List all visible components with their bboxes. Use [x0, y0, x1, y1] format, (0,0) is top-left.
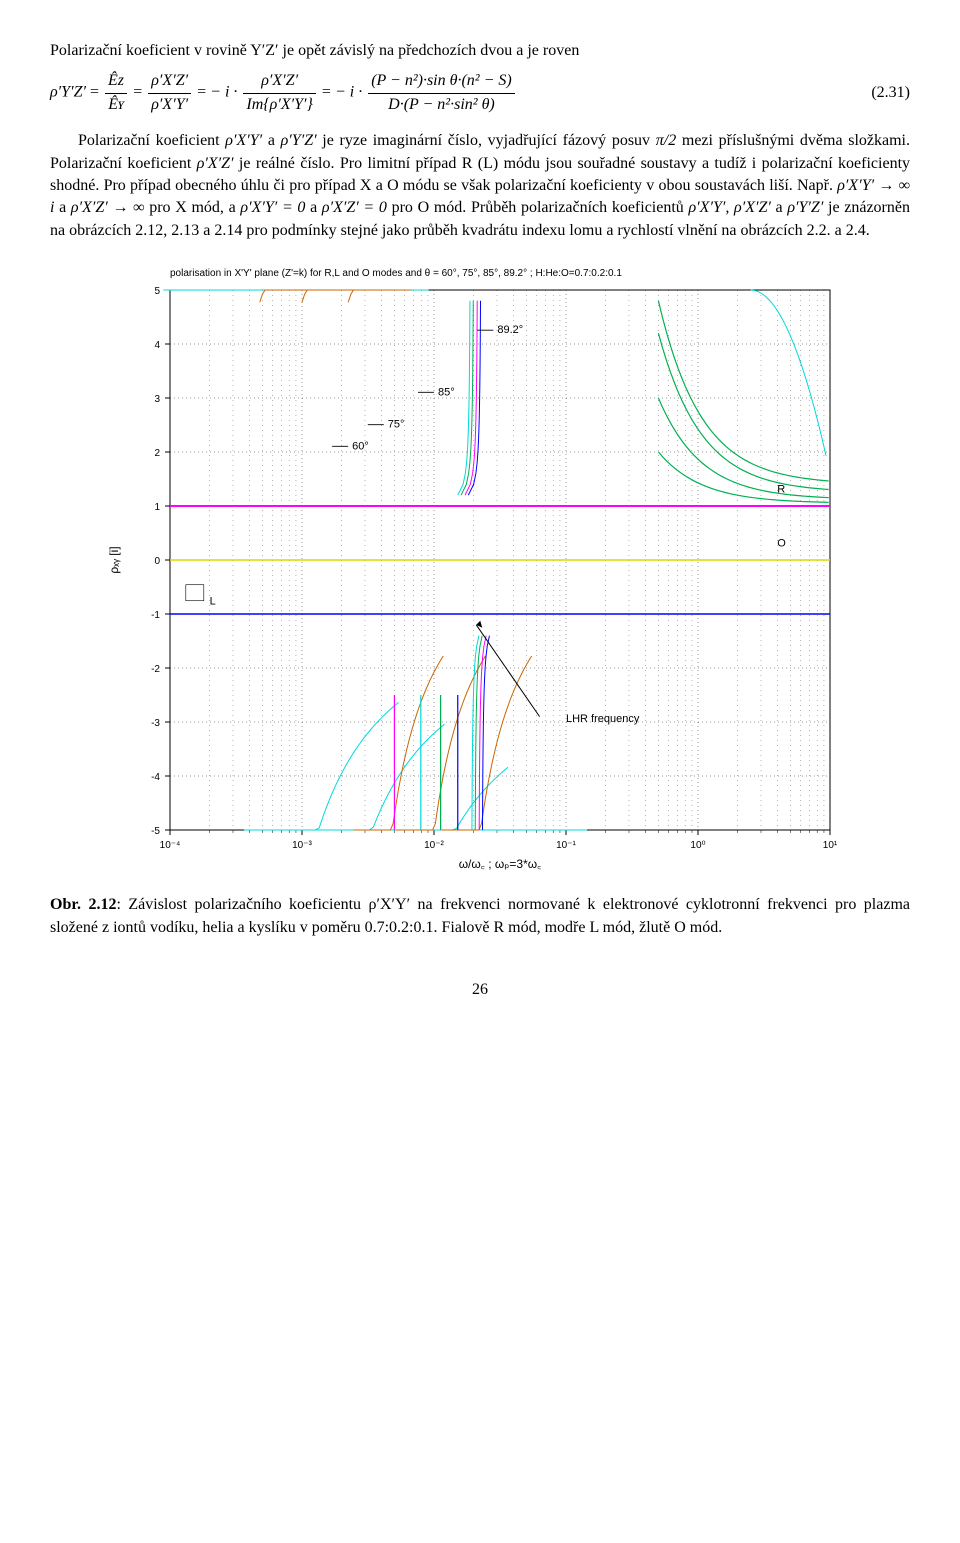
t-l2: ρ′Y′Z′: [787, 199, 823, 216]
eq-frac3: ρ′X′Z′ Im{ρ′X′Y′}: [243, 70, 316, 116]
svg-text:ρₓᵧ [i]: ρₓᵧ [i]: [107, 546, 121, 573]
eq-negi2: − i ·: [335, 84, 362, 101]
para-intro: Polarizační koeficient v rovině Y′Z′ je …: [50, 40, 910, 62]
t-z1: ρ′X′Y′ = 0: [240, 199, 305, 216]
svg-text:10⁻²: 10⁻²: [424, 840, 444, 851]
t-rhoXY: ρ′X′Y′: [225, 132, 262, 149]
t-lim2: ρ′X′Z′ → ∞: [71, 199, 145, 216]
t-p2j: a: [771, 199, 787, 216]
t-p2c: je ryze imaginární číslo, vyjadřující fá…: [317, 132, 656, 149]
equation-number: (2.31): [851, 82, 910, 104]
eq-lhs: ρ′Y′Z′: [50, 84, 86, 101]
eq-frac1: Êᴢ Êʏ: [105, 70, 127, 116]
caption-body: : Závislost polarizačního koeficientu ρ′…: [50, 896, 910, 935]
svg-text:10⁻¹: 10⁻¹: [556, 840, 576, 851]
t-pi2: π/2: [656, 132, 676, 149]
equation-row: ρ′Y′Z′ = Êᴢ Êʏ = ρ′X′Z′ ρ′X′Y′ = − i · ρ…: [50, 70, 910, 116]
t-rhoYZ: ρ′Y′Z′: [281, 132, 317, 149]
eq-frac4: (P − n²)·sin θ·(n² − S) D·(P − n²·sin² θ…: [368, 70, 515, 116]
eq-negi1: − i ·: [210, 84, 237, 101]
svg-text:60°: 60°: [352, 440, 369, 452]
svg-text:-3: -3: [151, 718, 160, 729]
svg-text:-2: -2: [151, 664, 160, 675]
svg-text:2: 2: [154, 448, 160, 459]
svg-text:75°: 75°: [388, 419, 405, 431]
eq-f2n: ρ′X′Z′: [148, 70, 191, 93]
svg-text:O: O: [777, 538, 786, 550]
t-p2i: pro O mód. Průběh polarizačních koeficie…: [387, 199, 689, 216]
svg-text:10¹: 10¹: [823, 840, 838, 851]
svg-text:ω/ω꜀ ; ωₚ=3*ω꜀: ω/ω꜀ ; ωₚ=3*ω꜀: [459, 857, 542, 871]
eq-f1n: Êᴢ: [105, 70, 127, 93]
t-p2h: a: [305, 199, 321, 216]
svg-text:-1: -1: [151, 610, 160, 621]
figure-caption: Obr. 2.12: Závislost polarizačního koefi…: [50, 894, 910, 939]
svg-text:-5: -5: [151, 826, 160, 837]
eq-f3n: ρ′X′Z′: [243, 70, 316, 93]
chart-container: polarisation in X'Y' plane (Z'=k) for R,…: [100, 260, 860, 880]
svg-text:polarisation in X'Y' plane (Z': polarisation in X'Y' plane (Z'=k) for R,…: [170, 268, 622, 279]
polarisation-chart: polarisation in X'Y' plane (Z'=k) for R,…: [100, 260, 860, 880]
svg-text:-4: -4: [151, 772, 160, 783]
t-p2a: Polarizační koeficient: [78, 132, 225, 149]
eq-f4n: (P − n²)·sin θ·(n² − S): [368, 70, 515, 93]
t-rhoXZ: ρ′X′Z′: [197, 155, 234, 172]
svg-text:4: 4: [154, 340, 160, 351]
svg-text:L: L: [210, 595, 216, 607]
svg-text:10⁻⁴: 10⁻⁴: [160, 840, 181, 851]
t-z2: ρ′X′Z′ = 0: [322, 199, 387, 216]
svg-text:3: 3: [154, 394, 160, 405]
svg-text:1: 1: [154, 502, 160, 513]
t-p2g: pro X mód, a: [145, 199, 241, 216]
eq-f2d: ρ′X′Y′: [148, 94, 191, 116]
svg-text:LHR frequency: LHR frequency: [566, 713, 640, 725]
t-p2f: a: [54, 199, 70, 216]
svg-text:10⁰: 10⁰: [690, 840, 705, 851]
eq-frac2: ρ′X′Z′ ρ′X′Y′: [148, 70, 191, 116]
eq-f3d: Im{ρ′X′Y′}: [243, 94, 316, 116]
para-main: Polarizační koeficient ρ′X′Y′ a ρ′Y′Z′ j…: [50, 130, 910, 242]
svg-text:0: 0: [154, 556, 160, 567]
svg-text:89.2°: 89.2°: [497, 324, 523, 336]
svg-text:10⁻³: 10⁻³: [292, 840, 312, 851]
svg-text:5: 5: [154, 286, 160, 297]
caption-label: Obr. 2.12: [50, 896, 116, 913]
svg-text:R: R: [777, 484, 785, 496]
eq-f4d: D·(P − n²·sin² θ): [368, 94, 515, 116]
t-p2b: a: [262, 132, 280, 149]
svg-text:85°: 85°: [438, 386, 455, 398]
equation-body: ρ′Y′Z′ = Êᴢ Êʏ = ρ′X′Z′ ρ′X′Y′ = − i · ρ…: [50, 70, 517, 116]
page-number: 26: [50, 979, 910, 1001]
t-l1: ρ′X′Y′, ρ′X′Z′: [688, 199, 770, 216]
eq-f1d: Êʏ: [105, 94, 127, 116]
